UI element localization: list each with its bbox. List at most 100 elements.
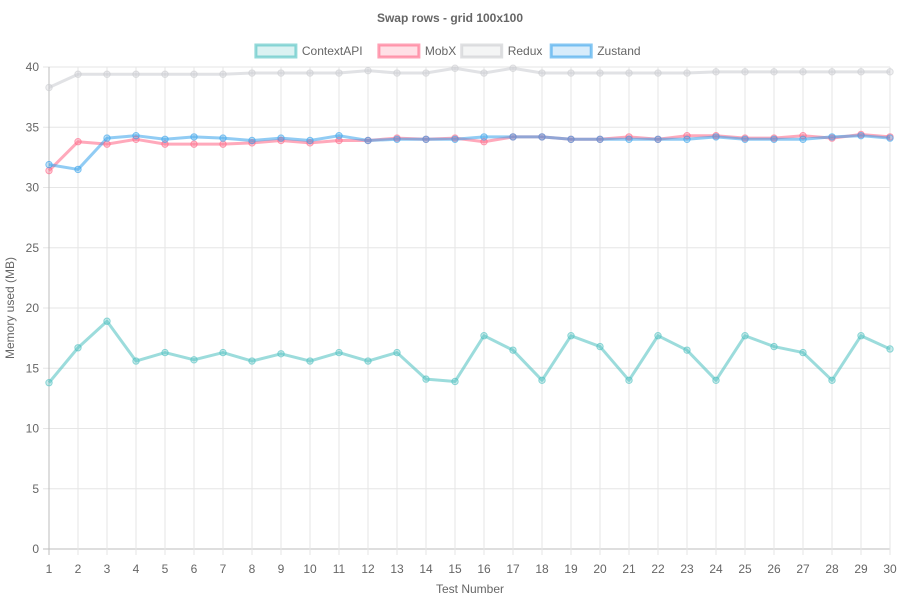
data-point-redux (364, 66, 372, 75)
data-point-zustand (596, 135, 604, 144)
data-point-zustand (161, 135, 169, 144)
legend-label-zustand: Zustand (597, 44, 640, 58)
data-point-zustand (132, 131, 140, 140)
y-tick-label: 10 (26, 422, 40, 436)
data-point-redux (219, 70, 227, 78)
data-point-zustand (654, 135, 662, 144)
data-point-redux (828, 68, 836, 76)
data-point-redux (712, 68, 720, 76)
data-point-zustand (886, 134, 894, 142)
y-tick-label: 15 (26, 361, 40, 375)
data-point-contextapi (567, 332, 575, 340)
x-tick-label: 16 (477, 562, 491, 576)
data-point-zustand (103, 134, 111, 142)
x-tick-label: 30 (883, 562, 897, 576)
x-tick-label: 1 (46, 562, 53, 576)
data-point-redux (480, 69, 488, 77)
data-point-redux (422, 69, 430, 77)
data-point-redux (248, 69, 256, 77)
x-tick-label: 18 (535, 562, 549, 576)
data-point-redux (451, 64, 459, 72)
data-point-zustand (451, 135, 459, 144)
data-point-zustand (480, 133, 488, 141)
data-point-zustand (799, 135, 807, 144)
x-tick-label: 20 (593, 562, 607, 576)
data-point-redux (625, 69, 633, 77)
data-point-contextapi (335, 348, 343, 357)
data-point-zustand (335, 131, 343, 140)
data-point-redux (277, 69, 285, 77)
data-point-zustand (857, 131, 865, 140)
data-point-mobx (625, 133, 633, 141)
data-point-redux (857, 68, 865, 76)
data-point-redux (654, 69, 662, 77)
y-tick-label: 25 (26, 241, 40, 255)
data-point-zustand (74, 165, 82, 174)
y-tick-label: 40 (26, 60, 40, 74)
data-point-contextapi (712, 376, 720, 384)
data-point-zustand (770, 135, 778, 144)
data-point-redux (74, 70, 82, 78)
x-tick-label: 12 (361, 562, 375, 576)
data-point-contextapi (538, 376, 546, 384)
series-points (45, 64, 894, 387)
x-tick-label: 27 (796, 562, 810, 576)
x-tick-label: 9 (278, 562, 285, 576)
data-point-contextapi (103, 317, 111, 325)
data-point-contextapi (161, 348, 169, 357)
data-point-contextapi (770, 342, 778, 351)
data-point-redux (799, 68, 807, 76)
x-axis: 1 2 3 4 5 6 7 8 9 10 11 12 13 14 15 16 17 18 19 20 21 22 23 24 2… (46, 562, 897, 576)
x-tick-label: 23 (680, 562, 694, 576)
data-point-zustand (306, 136, 314, 145)
x-tick-label: 26 (767, 562, 781, 576)
data-point-zustand (393, 135, 401, 144)
x-tick-label: 7 (220, 562, 227, 576)
data-point-zustand (248, 136, 256, 145)
data-point-zustand (683, 135, 691, 144)
data-point-redux (886, 68, 894, 76)
x-tick-label: 19 (564, 562, 578, 576)
x-axis-title: Test Number (436, 582, 504, 596)
data-point-contextapi (741, 332, 749, 340)
data-point-redux (306, 69, 314, 77)
data-point-contextapi (422, 375, 430, 383)
data-point-zustand (828, 133, 836, 141)
data-point-contextapi (828, 376, 836, 384)
data-point-contextapi (306, 357, 314, 365)
data-point-mobx (45, 166, 53, 175)
x-tick-label: 24 (709, 562, 723, 576)
x-tick-label: 5 (162, 562, 169, 576)
data-point-redux (45, 83, 53, 92)
x-tick-label: 28 (825, 562, 839, 576)
x-tick-label: 17 (506, 562, 520, 576)
x-tick-label: 6 (191, 562, 198, 576)
data-point-contextapi (654, 332, 662, 340)
legend-swatch-contextapi (254, 43, 298, 59)
data-point-mobx (190, 140, 198, 148)
y-tick-label: 5 (32, 482, 39, 496)
data-point-redux (132, 70, 140, 78)
data-point-contextapi (857, 332, 865, 340)
y-tick-label: 0 (32, 542, 39, 556)
y-tick-label: 30 (26, 181, 40, 195)
legend-label-contextapi: ContextAPI (302, 44, 363, 58)
y-axis-title: Memory used (MB) (3, 257, 17, 359)
data-point-contextapi (886, 345, 894, 353)
data-point-redux (190, 70, 198, 78)
series-line-contextapi (47, 319, 891, 384)
x-tick-label: 4 (133, 562, 140, 576)
data-point-contextapi (190, 356, 198, 364)
x-tick-label: 14 (419, 562, 433, 576)
data-point-contextapi (480, 332, 488, 340)
data-point-mobx (248, 139, 256, 147)
data-point-redux (596, 69, 604, 77)
data-point-redux (567, 69, 575, 77)
x-tick-label: 8 (249, 562, 256, 576)
series-line-zustand (48, 134, 891, 171)
grid (43, 66, 891, 555)
data-point-redux (393, 69, 401, 77)
data-point-mobx (103, 140, 111, 148)
y-axis: 0 5 10 15 20 25 30 35 40 (26, 60, 40, 556)
